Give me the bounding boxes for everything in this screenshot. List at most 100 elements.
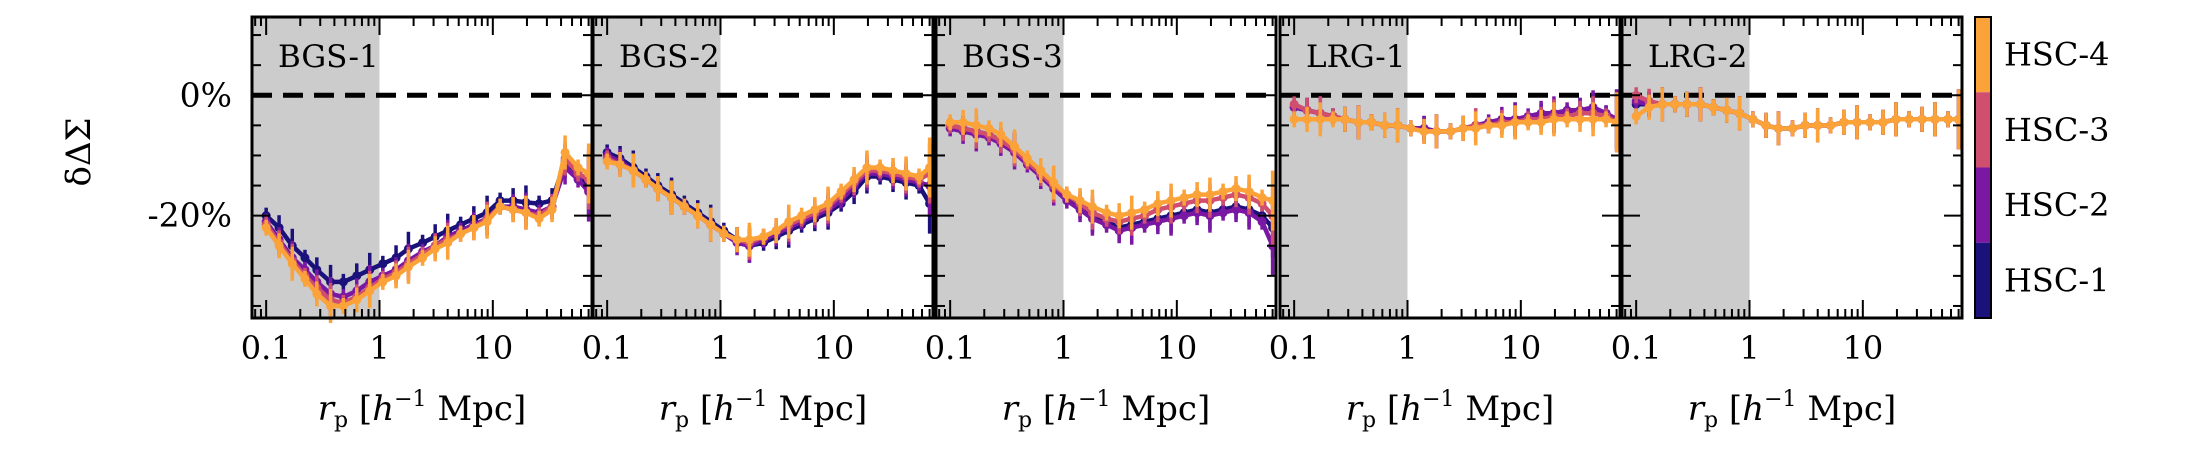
data-point [1087, 202, 1097, 212]
data-point [862, 163, 872, 172]
data-point [1257, 217, 1267, 227]
x-axis-title-part: h [1400, 389, 1422, 429]
data-point [378, 277, 388, 287]
x-axis-title-part: p [1018, 408, 1032, 433]
panel-label: BGS-2 [619, 39, 720, 75]
panel-frame [934, 15, 1278, 320]
data-point [1510, 117, 1520, 127]
data-point [1114, 211, 1124, 221]
x-tick-label: 0.1 [1611, 329, 1662, 367]
x-axis-title-part: [ [1032, 389, 1056, 429]
data-point [534, 199, 544, 209]
data-point [1218, 187, 1228, 197]
data-point [1761, 120, 1771, 130]
data-point [823, 199, 833, 209]
data-point [443, 238, 453, 248]
data-point [1497, 120, 1507, 130]
x-axis-title-part: h [1742, 389, 1764, 429]
x-axis-title-part: [ [689, 389, 713, 429]
x-axis-title-part: h [713, 389, 735, 429]
x-tick-label: 1 [710, 329, 730, 367]
x-axis-title-part: Mpc] [768, 389, 868, 429]
x-axis-title-part: −1 [735, 387, 767, 412]
data-point [1431, 126, 1441, 136]
x-tick-label: 10 [1500, 329, 1541, 367]
data-point [1315, 114, 1325, 124]
data-point [706, 220, 716, 230]
data-point [996, 129, 1006, 139]
data-point [391, 271, 401, 281]
data-point [1289, 99, 1299, 109]
data-point [1244, 187, 1254, 197]
data-point [508, 205, 518, 215]
data-point [1179, 193, 1189, 203]
x-axis-title: rp [h−1 Mpc] [1688, 387, 1896, 433]
data-point [1839, 117, 1849, 127]
panel-lrg-1: 0.1 1 10 LRG-1 rp [h−1 Mpc] [1269, 15, 1622, 433]
data-point [1205, 190, 1215, 200]
x-axis-title-part: r [318, 389, 336, 429]
data-point [984, 123, 994, 133]
x-axis-title: rp [h−1 Mpc] [318, 387, 526, 433]
data-point [534, 214, 544, 224]
data-point [430, 244, 440, 254]
data-point [1865, 117, 1875, 127]
data-point [1062, 190, 1072, 200]
data-point [287, 259, 297, 269]
data-point [300, 253, 310, 263]
data-point [1601, 114, 1611, 124]
data-point [1588, 114, 1598, 124]
data-point [418, 238, 428, 248]
data-point [628, 166, 638, 176]
data-point [744, 235, 754, 245]
data-point [667, 193, 677, 203]
data-point [849, 175, 859, 185]
data-point [495, 202, 505, 212]
data-point [352, 271, 362, 281]
y-axis-title: δΔΣ [59, 117, 99, 186]
data-point [1904, 114, 1914, 124]
data-point [641, 175, 651, 185]
x-axis-title-part: p [334, 408, 348, 433]
data-point [1257, 193, 1267, 203]
data-point [365, 286, 375, 296]
data-point [836, 187, 846, 197]
x-axis-title-part: Mpc] [1111, 389, 1211, 429]
series-hsc-4 [602, 137, 935, 257]
x-tick-label: 1 [1053, 329, 1073, 367]
data-point [1484, 120, 1494, 130]
data-point [875, 163, 885, 172]
data-point [1218, 208, 1228, 218]
x-axis-title-part: Mpc] [1455, 389, 1555, 429]
data-point [338, 301, 348, 311]
y-axis-title-text: δΔΣ [59, 117, 99, 186]
colorbar-segment [1975, 17, 1991, 93]
data-point [602, 156, 612, 166]
data-point [1289, 114, 1299, 124]
panel-bgs-2: 0.1 1 10 BGS-2 rp [h−1 Mpc] [582, 15, 935, 433]
data-point [1657, 99, 1667, 109]
y-tick-label: -20% [148, 196, 233, 235]
x-tick-label: 10 [1156, 329, 1197, 367]
x-tick-label: 10 [813, 329, 854, 367]
panel-label: BGS-3 [962, 39, 1063, 75]
data-point [1523, 117, 1533, 127]
x-axis-title-part: p [675, 408, 689, 433]
y-tick-label: 0% [180, 75, 232, 114]
data-point [326, 301, 336, 311]
x-axis-title-part: h [1056, 389, 1078, 429]
panel-label: LRG-2 [1648, 39, 1747, 75]
x-tick-label: 1 [1739, 329, 1759, 367]
x-tick-label: 0.1 [925, 329, 976, 367]
x-axis-title-part: [ [1376, 389, 1400, 429]
data-point [482, 217, 492, 227]
data-point [456, 229, 466, 239]
data-point [1036, 166, 1046, 176]
data-point [945, 117, 955, 127]
data-point [1010, 141, 1020, 151]
data-point [1670, 99, 1680, 109]
x-axis-title-part: r [1688, 389, 1706, 429]
panel-lrg-2: 0.1 1 10 LRG-2 rp [h−1 Mpc] [1611, 15, 1964, 433]
